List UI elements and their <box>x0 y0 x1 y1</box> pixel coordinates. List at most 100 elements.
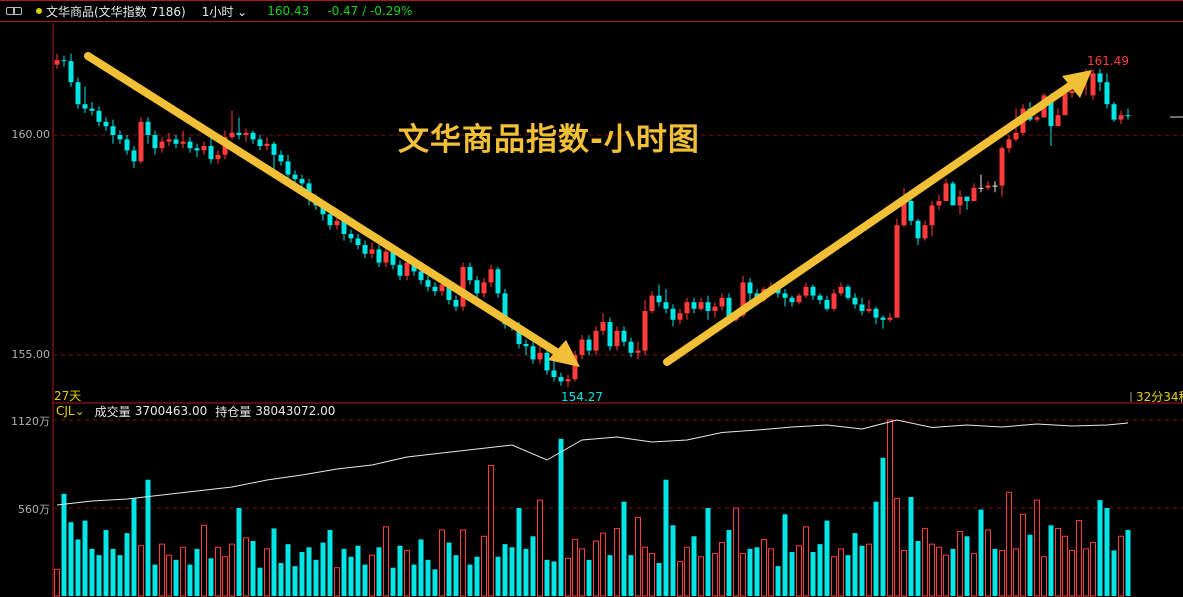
volume-bar <box>467 564 473 596</box>
candle-body <box>159 141 165 149</box>
candle-body <box>572 355 578 380</box>
candle <box>257 135 263 151</box>
volume-bar <box>600 532 606 597</box>
volume-bar <box>222 556 228 597</box>
candle-body <box>215 154 221 160</box>
candle <box>985 181 991 190</box>
candle-body <box>264 143 270 146</box>
candle-body <box>355 238 361 245</box>
volume-bar <box>180 546 186 597</box>
candle-body <box>803 286 809 296</box>
volume-bar <box>985 529 991 597</box>
candle-body <box>971 187 977 201</box>
candle <box>845 284 851 300</box>
candle-body <box>425 280 431 287</box>
volume-bar <box>586 559 592 596</box>
volume-bar <box>628 555 634 596</box>
volume-bar <box>663 479 669 596</box>
candle-body <box>593 330 599 351</box>
candle <box>929 201 935 237</box>
candle <box>348 229 354 243</box>
candle-body <box>516 326 522 344</box>
candle-body <box>1048 95 1054 127</box>
candle <box>453 295 459 311</box>
candle <box>999 146 1005 197</box>
volume-bar <box>1048 525 1054 596</box>
candle <box>859 297 865 316</box>
volume-bar <box>747 548 753 596</box>
vol-tick-560: 560万 <box>18 503 50 516</box>
volume-bar <box>656 563 662 596</box>
period-selector[interactable]: 1小时 ⌄ <box>202 3 248 20</box>
candle <box>957 190 963 215</box>
candle-body <box>831 293 837 309</box>
volume-bar <box>992 548 998 596</box>
candle-body <box>999 148 1005 186</box>
candle-body <box>565 379 571 382</box>
candle-body <box>54 60 60 65</box>
volume-bar <box>75 539 81 596</box>
indicator-selector[interactable]: CJL⌄ <box>56 404 85 418</box>
volume-bar <box>152 564 158 596</box>
volume-bar <box>1111 550 1117 596</box>
volume-bar <box>740 553 746 597</box>
volume-bar <box>523 548 529 596</box>
volume-bar <box>327 530 333 596</box>
candle <box>684 297 690 320</box>
down-trend-arrow <box>84 52 570 362</box>
candle-body <box>271 143 277 155</box>
candle <box>460 262 466 311</box>
candle-body <box>950 183 956 206</box>
volume-bar <box>775 566 781 596</box>
candle-body <box>1055 115 1061 127</box>
candle <box>817 293 823 305</box>
candle-body <box>1125 115 1131 117</box>
candle <box>194 143 200 157</box>
candle <box>117 130 123 144</box>
volume-bar <box>334 567 340 597</box>
candle-body <box>152 135 158 149</box>
symbol-name[interactable]: 文华商品(文华指数 7186) <box>46 4 186 19</box>
volume-bar <box>873 501 879 596</box>
candle <box>908 198 914 226</box>
volume-bar <box>649 553 655 597</box>
candle-body <box>348 234 354 239</box>
volume-bar <box>1055 527 1061 597</box>
candle-body <box>439 284 445 292</box>
chevron-down-icon: ⌄ <box>233 4 248 19</box>
candle <box>901 187 907 228</box>
candle <box>75 77 81 109</box>
volume-bar <box>1118 535 1124 597</box>
candle <box>936 194 942 210</box>
candle-body <box>537 352 543 360</box>
candle <box>54 53 60 69</box>
volume-bar <box>124 533 130 596</box>
candle-body <box>89 108 95 111</box>
candle-body <box>187 141 193 149</box>
candle-body <box>390 251 396 265</box>
candle-body <box>705 302 711 311</box>
candle <box>698 297 704 311</box>
candle-body <box>943 183 949 201</box>
candle-body <box>1097 73 1103 83</box>
candle-body <box>586 339 592 351</box>
candle-body <box>1034 117 1040 120</box>
trend-arrows <box>84 52 1092 367</box>
candle <box>159 137 165 153</box>
up-arrowhead <box>1062 70 1092 98</box>
candle <box>166 132 172 146</box>
candle-body <box>880 317 886 320</box>
volume-bar <box>796 545 802 597</box>
volume-bar <box>460 529 466 597</box>
link-icon[interactable] <box>6 7 22 15</box>
volume-bar <box>271 528 277 596</box>
candle-body <box>726 297 732 320</box>
candle-body <box>929 205 935 226</box>
candle <box>971 183 977 201</box>
candle <box>432 282 438 296</box>
candle <box>1097 69 1103 91</box>
up-trend-arrow <box>663 75 1084 366</box>
candle-body <box>383 251 389 263</box>
candle-body <box>957 196 963 206</box>
